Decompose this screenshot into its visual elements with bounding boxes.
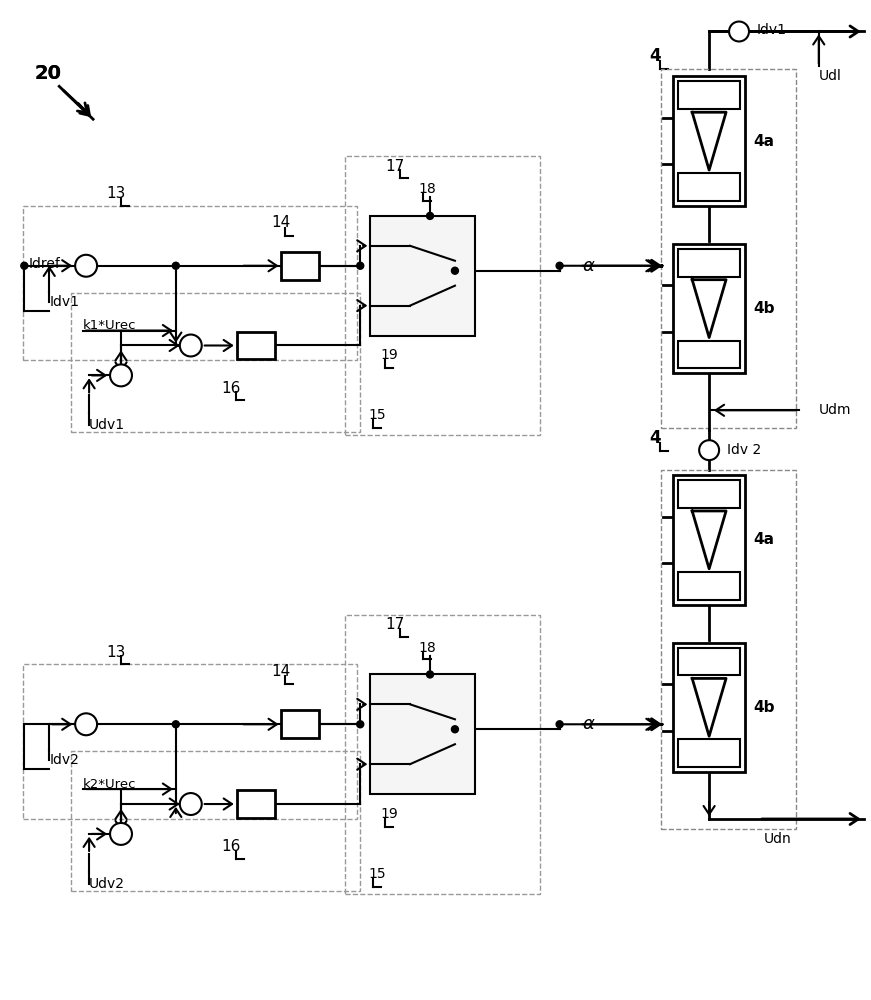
Text: Udv2: Udv2 (89, 877, 125, 891)
Circle shape (172, 262, 179, 269)
Circle shape (729, 22, 749, 41)
Bar (370, 674, 475, 794)
Circle shape (21, 262, 28, 269)
Text: 13: 13 (106, 186, 125, 201)
Text: 15: 15 (368, 867, 386, 881)
Text: 13: 13 (106, 645, 125, 660)
Text: 20: 20 (35, 64, 62, 83)
Bar (345, 156, 540, 435)
Circle shape (451, 726, 458, 733)
Text: 14: 14 (271, 664, 290, 679)
Bar (679, 480, 740, 508)
Circle shape (179, 793, 202, 815)
Text: 15: 15 (368, 408, 386, 422)
Text: Idv2: Idv2 (50, 753, 79, 767)
Text: Idv 2: Idv 2 (727, 443, 761, 457)
Bar (661, 69, 796, 428)
Text: +: + (78, 258, 89, 271)
Bar (370, 216, 475, 336)
Text: -: - (86, 262, 92, 276)
Text: -: - (121, 830, 127, 844)
Text: +: + (183, 338, 193, 351)
Text: Udm: Udm (819, 403, 851, 417)
Text: 19: 19 (380, 807, 398, 821)
Text: 4: 4 (650, 47, 661, 65)
Bar (679, 572, 740, 600)
Circle shape (556, 721, 563, 728)
Bar (679, 173, 740, 201)
Text: Udl: Udl (819, 69, 841, 83)
Bar (679, 739, 740, 767)
Text: 20: 20 (35, 64, 62, 83)
Text: PI: PI (291, 257, 309, 275)
Text: Udv1: Udv1 (89, 418, 125, 432)
Bar (237, 790, 274, 818)
Text: 4b: 4b (753, 301, 774, 316)
Text: k2*Urec: k2*Urec (83, 778, 137, 791)
Circle shape (75, 713, 97, 735)
Circle shape (357, 721, 364, 728)
Text: 14: 14 (271, 215, 290, 230)
Text: +: + (183, 797, 193, 810)
Text: -: - (191, 341, 197, 355)
Bar (281, 252, 320, 280)
Text: 4: 4 (650, 429, 661, 447)
Circle shape (110, 364, 132, 386)
Text: 17: 17 (386, 159, 405, 174)
Text: Idv1: Idv1 (757, 23, 787, 37)
Circle shape (427, 212, 434, 219)
Bar (679, 249, 740, 277)
Text: 4a: 4a (753, 134, 774, 149)
Circle shape (179, 335, 202, 356)
Text: 18: 18 (418, 182, 436, 196)
Text: PI: PI (291, 715, 309, 733)
Bar (679, 81, 740, 109)
Circle shape (75, 255, 97, 277)
Bar (673, 244, 745, 373)
Bar (71, 751, 361, 891)
Text: +: + (78, 717, 89, 730)
Text: -: - (191, 800, 197, 814)
Text: PI: PI (246, 795, 265, 813)
Bar (679, 648, 740, 675)
Bar (673, 475, 745, 605)
Text: 16: 16 (221, 839, 240, 854)
Bar (345, 615, 540, 894)
Circle shape (357, 262, 364, 269)
Circle shape (556, 262, 563, 269)
Bar (24, 664, 357, 819)
Circle shape (451, 267, 458, 274)
Text: -: - (121, 371, 127, 385)
Text: $\alpha$: $\alpha$ (582, 257, 595, 275)
Circle shape (110, 823, 132, 845)
Text: Idv1: Idv1 (50, 295, 79, 309)
Text: 17: 17 (386, 617, 405, 632)
Text: 19: 19 (380, 348, 398, 362)
Bar (71, 293, 361, 432)
Text: 4a: 4a (753, 532, 774, 547)
Text: 18: 18 (418, 641, 436, 655)
Text: 4b: 4b (753, 700, 774, 715)
Bar (661, 470, 796, 829)
Text: Udn: Udn (764, 832, 792, 846)
Circle shape (427, 671, 434, 678)
Text: +: + (112, 826, 124, 839)
Bar (24, 206, 357, 360)
Text: k1*Urec: k1*Urec (83, 319, 137, 332)
Bar (281, 710, 320, 738)
Text: PI: PI (246, 336, 265, 354)
Bar (237, 332, 274, 359)
Bar (673, 643, 745, 772)
Text: -: - (86, 720, 92, 734)
Circle shape (172, 721, 179, 728)
Text: $\alpha$: $\alpha$ (582, 715, 595, 733)
Text: 16: 16 (221, 381, 240, 396)
Circle shape (699, 440, 719, 460)
Bar (673, 76, 745, 206)
Bar (679, 341, 740, 368)
Text: +: + (112, 368, 124, 381)
Text: Idref: Idref (28, 257, 60, 271)
